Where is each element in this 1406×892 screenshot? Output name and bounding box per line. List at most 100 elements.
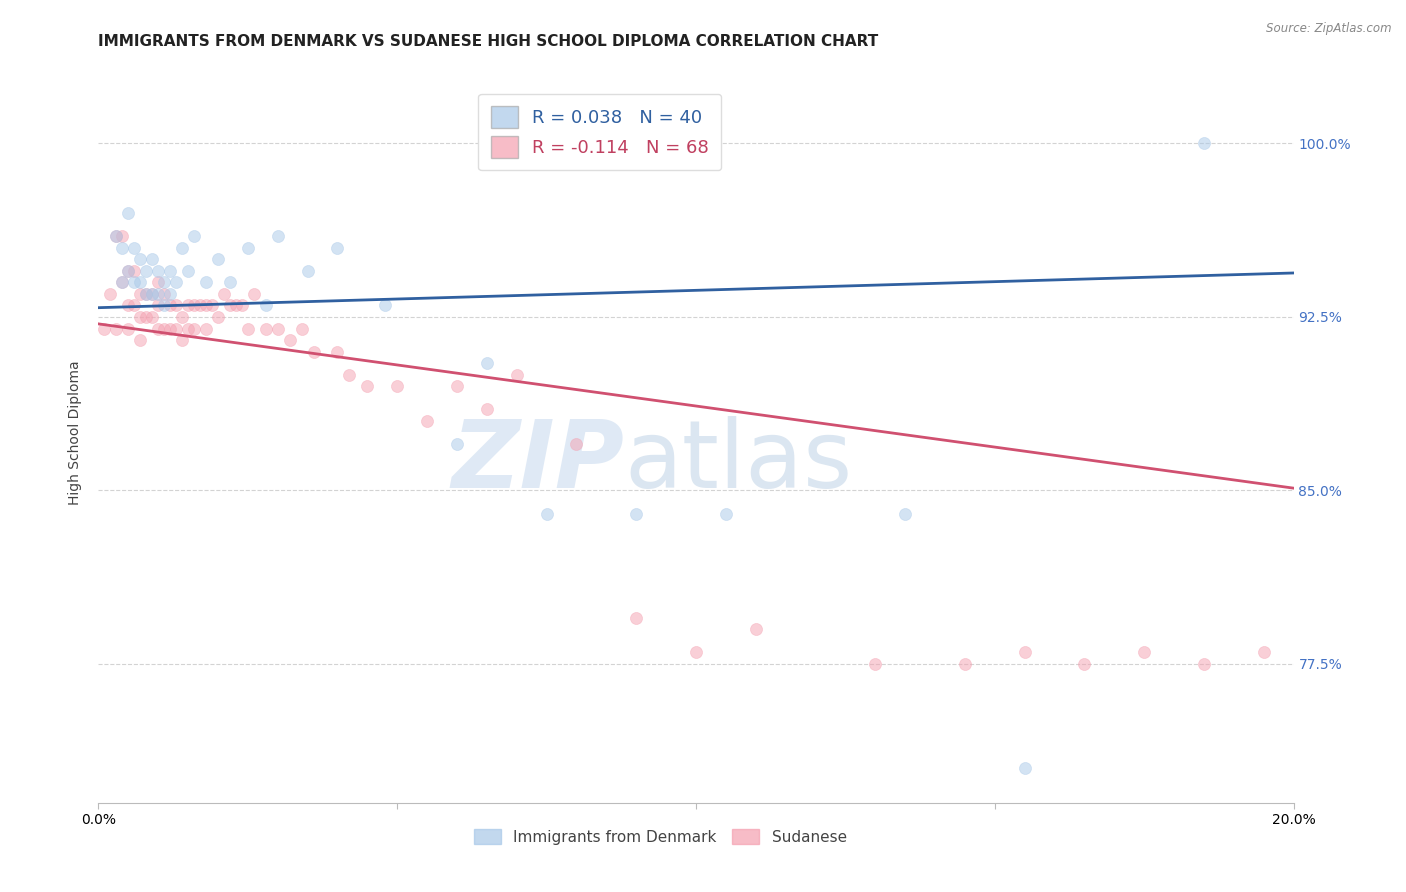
Point bbox=[254, 298, 277, 312]
Point bbox=[236, 321, 259, 335]
Point bbox=[153, 275, 176, 289]
Point bbox=[865, 657, 887, 671]
Point bbox=[135, 286, 157, 301]
Point bbox=[159, 298, 181, 312]
Point bbox=[124, 298, 146, 312]
Point bbox=[117, 298, 139, 312]
Point bbox=[124, 240, 146, 254]
Point bbox=[506, 368, 529, 382]
Point bbox=[129, 310, 152, 324]
Point bbox=[326, 240, 349, 254]
Point bbox=[326, 344, 349, 359]
Point bbox=[207, 310, 229, 324]
Point bbox=[212, 286, 235, 301]
Point bbox=[124, 263, 146, 277]
Point bbox=[278, 333, 301, 347]
Point bbox=[153, 321, 176, 335]
Point bbox=[159, 321, 181, 335]
Point bbox=[172, 240, 194, 254]
Text: atlas: atlas bbox=[624, 417, 852, 508]
Point bbox=[141, 252, 163, 266]
Point bbox=[714, 507, 737, 521]
Point bbox=[111, 229, 134, 244]
Point bbox=[153, 286, 176, 301]
Point bbox=[195, 298, 218, 312]
Point bbox=[374, 298, 396, 312]
Point bbox=[685, 645, 707, 659]
Point bbox=[1014, 761, 1036, 775]
Point bbox=[148, 263, 170, 277]
Point bbox=[267, 321, 290, 335]
Point bbox=[141, 286, 163, 301]
Point bbox=[1192, 657, 1215, 671]
Point bbox=[105, 229, 128, 244]
Point bbox=[129, 275, 152, 289]
Point bbox=[475, 402, 498, 417]
Point bbox=[141, 286, 163, 301]
Point bbox=[1073, 657, 1095, 671]
Point bbox=[339, 368, 361, 382]
Point bbox=[159, 263, 181, 277]
Point bbox=[117, 206, 139, 220]
Point bbox=[446, 379, 468, 393]
Point bbox=[254, 321, 277, 335]
Y-axis label: High School Diploma: High School Diploma bbox=[69, 360, 83, 505]
Point bbox=[446, 437, 468, 451]
Point bbox=[225, 298, 247, 312]
Point bbox=[177, 321, 200, 335]
Point bbox=[201, 298, 224, 312]
Point bbox=[195, 321, 218, 335]
Point bbox=[565, 437, 588, 451]
Point bbox=[626, 610, 648, 624]
Point bbox=[1014, 645, 1036, 659]
Point bbox=[172, 333, 194, 347]
Point bbox=[93, 321, 115, 335]
Point bbox=[1253, 645, 1275, 659]
Point bbox=[1133, 645, 1156, 659]
Point bbox=[135, 286, 157, 301]
Point bbox=[148, 298, 170, 312]
Point bbox=[219, 275, 242, 289]
Point bbox=[159, 286, 181, 301]
Point bbox=[183, 229, 205, 244]
Point bbox=[165, 275, 187, 289]
Point bbox=[183, 298, 205, 312]
Point bbox=[297, 263, 319, 277]
Text: Source: ZipAtlas.com: Source: ZipAtlas.com bbox=[1267, 22, 1392, 36]
Point bbox=[207, 252, 229, 266]
Legend: Immigrants from Denmark, Sudanese: Immigrants from Denmark, Sudanese bbox=[467, 822, 853, 851]
Point bbox=[219, 298, 242, 312]
Point bbox=[165, 321, 187, 335]
Point bbox=[231, 298, 253, 312]
Point bbox=[243, 286, 266, 301]
Point bbox=[135, 310, 157, 324]
Point bbox=[475, 356, 498, 370]
Point bbox=[148, 275, 170, 289]
Point bbox=[172, 310, 194, 324]
Point bbox=[148, 321, 170, 335]
Text: IMMIGRANTS FROM DENMARK VS SUDANESE HIGH SCHOOL DIPLOMA CORRELATION CHART: IMMIGRANTS FROM DENMARK VS SUDANESE HIGH… bbox=[98, 34, 879, 49]
Point bbox=[177, 298, 200, 312]
Point bbox=[141, 310, 163, 324]
Point bbox=[117, 263, 139, 277]
Point bbox=[536, 507, 558, 521]
Text: ZIP: ZIP bbox=[451, 417, 624, 508]
Point bbox=[291, 321, 314, 335]
Point bbox=[153, 298, 176, 312]
Point bbox=[894, 507, 917, 521]
Point bbox=[148, 286, 170, 301]
Point bbox=[745, 622, 768, 636]
Point bbox=[188, 298, 211, 312]
Point bbox=[302, 344, 325, 359]
Point bbox=[177, 263, 200, 277]
Point bbox=[98, 286, 122, 301]
Point bbox=[1192, 136, 1215, 151]
Point bbox=[267, 229, 290, 244]
Point bbox=[385, 379, 409, 393]
Point bbox=[135, 263, 157, 277]
Point bbox=[129, 286, 152, 301]
Point bbox=[105, 321, 128, 335]
Point bbox=[129, 252, 152, 266]
Point bbox=[356, 379, 378, 393]
Point bbox=[236, 240, 259, 254]
